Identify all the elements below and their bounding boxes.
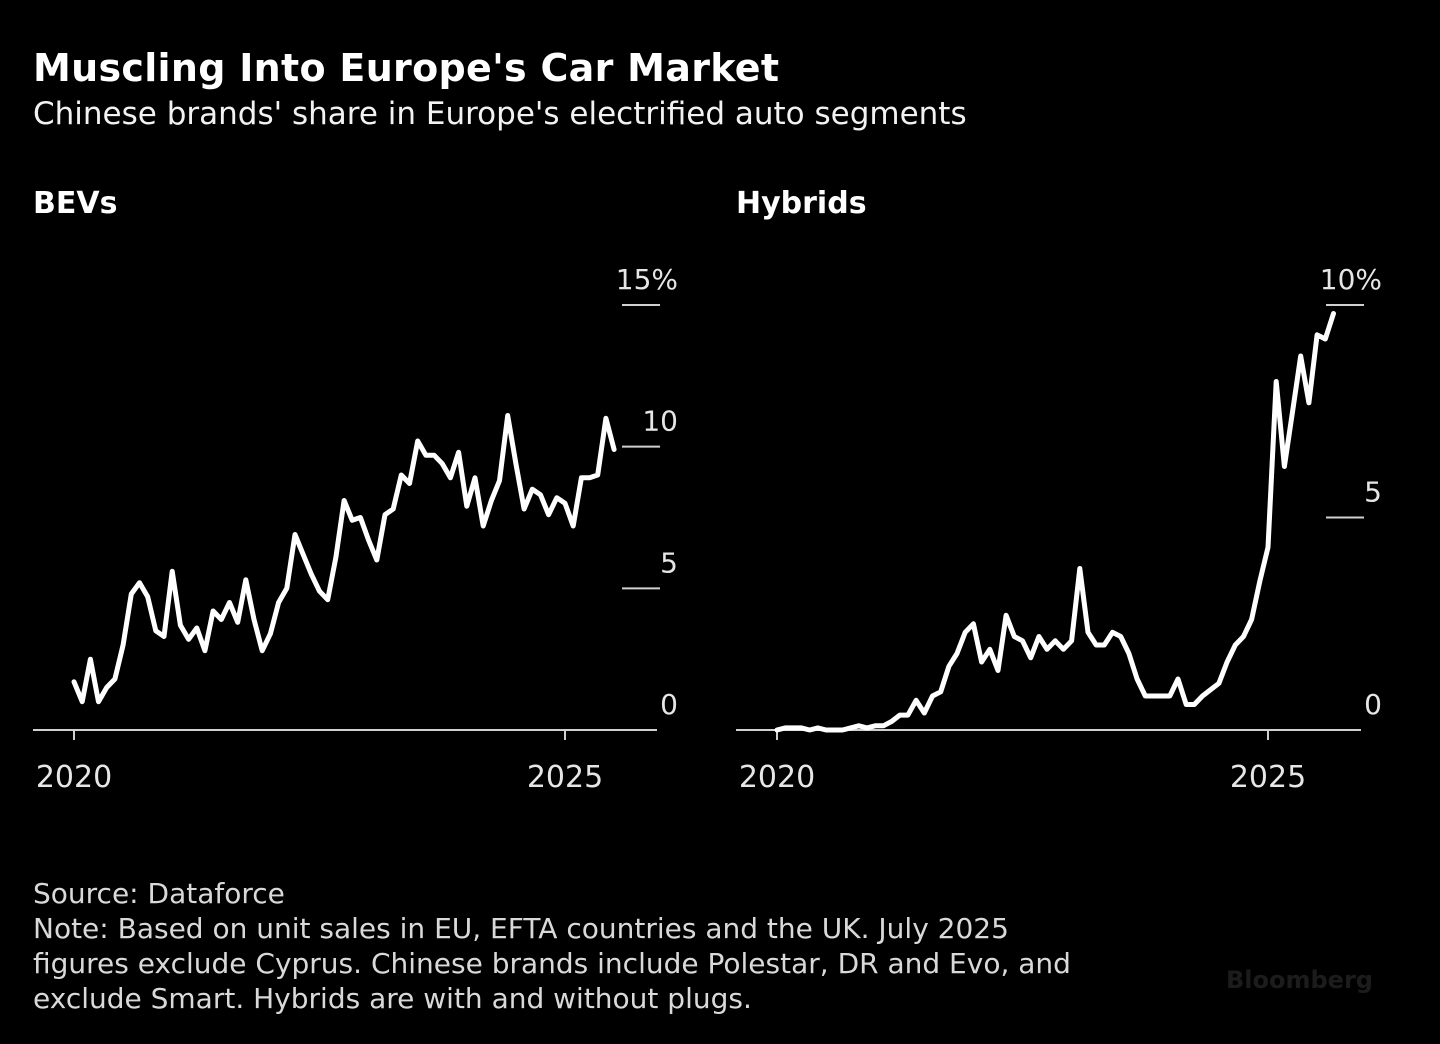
bev-y-tick-label: 0	[660, 688, 678, 721]
bev-y-tick-label: 15%	[616, 263, 678, 296]
note-line-3: exclude Smart. Hybrids are with and with…	[33, 982, 752, 1015]
hybrid-y-tick-label: 10%	[1320, 263, 1382, 296]
bev-panel-title: BEVs	[33, 186, 118, 221]
source-text: Source: Dataforce	[33, 877, 285, 910]
bev-series-line	[71, 413, 617, 705]
hybrid-series-line	[774, 311, 1336, 733]
bev-x-tick-label: 2020	[36, 760, 112, 795]
bev-x-tick-label: 2025	[527, 760, 603, 795]
chart-subtitle: Chinese brands' share in Europe's electr…	[33, 96, 967, 132]
footer: Source: Dataforce Note: Based on unit sa…	[33, 876, 1133, 1016]
bev-y-tick-label: 10	[642, 405, 678, 438]
bloomberg-logo: Bloomberg	[1226, 966, 1373, 994]
chart-title: Muscling Into Europe's Car Market	[33, 46, 780, 90]
hybrid-y-tick-label: 0	[1364, 688, 1382, 721]
hybrid-x-tick-label: 2020	[739, 760, 815, 795]
bev-y-tick-label: 5	[660, 546, 678, 579]
hybrid-panel-title: Hybrids	[736, 186, 867, 221]
note-line-2: figures exclude Cyprus. Chinese brands i…	[33, 947, 1071, 980]
hybrid-x-tick-label: 2025	[1230, 760, 1306, 795]
hybrid-y-tick-label: 5	[1364, 476, 1382, 509]
note-line-1: Note: Based on unit sales in EU, EFTA co…	[33, 912, 1009, 945]
